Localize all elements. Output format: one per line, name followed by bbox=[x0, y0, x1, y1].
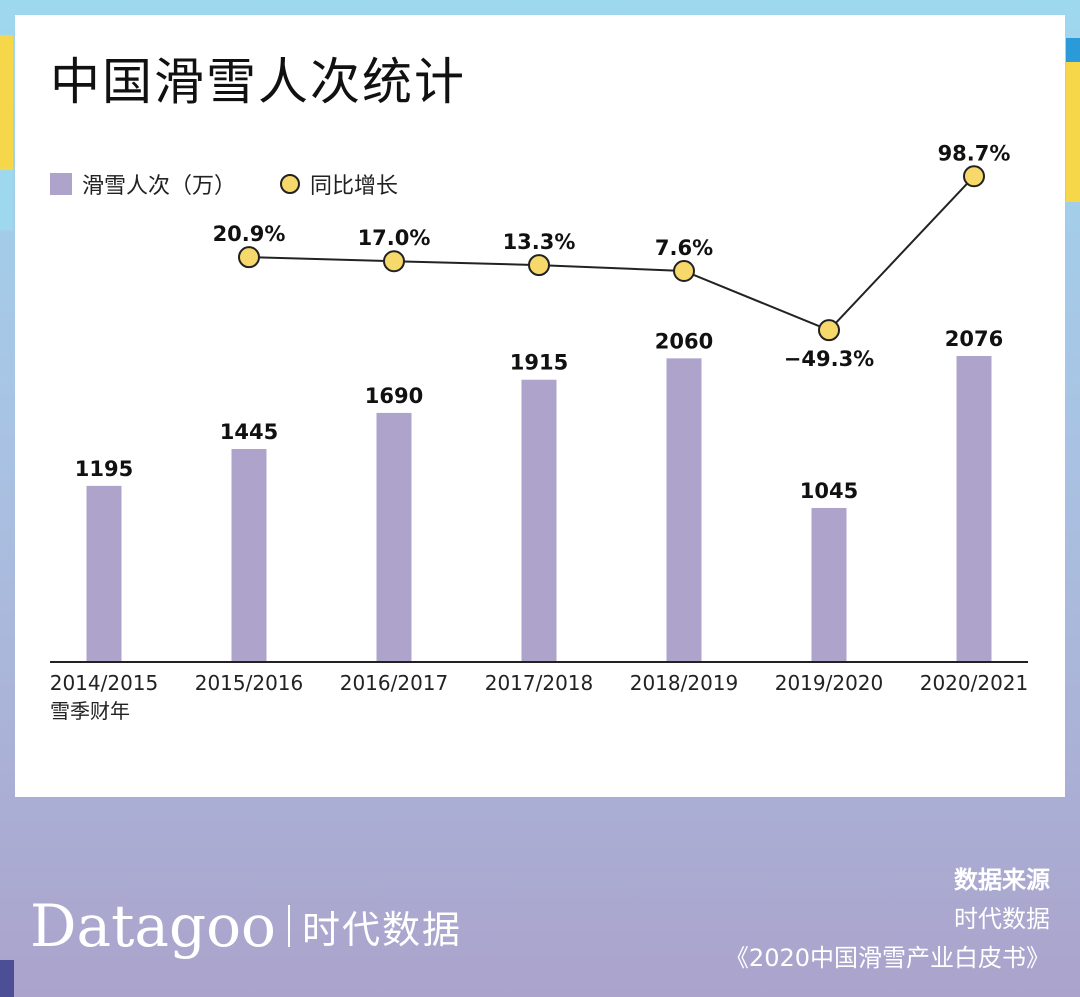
growth-point-2018/2019 bbox=[673, 260, 695, 282]
left-blue-stripe bbox=[0, 170, 13, 230]
growth-value-label: 20.9% bbox=[213, 222, 286, 246]
bar-value-label: 2060 bbox=[655, 329, 713, 353]
x-tick-label: 2014/2015 bbox=[50, 671, 159, 695]
legend-line: 同比增长 bbox=[280, 168, 398, 200]
bar-2019/2020 bbox=[811, 507, 847, 662]
growth-line bbox=[248, 175, 975, 332]
right-yellow-stripe bbox=[1066, 62, 1080, 202]
bar-value-label: 1915 bbox=[510, 351, 568, 375]
bar-2018/2019 bbox=[666, 358, 702, 662]
x-tick-label: 2018/2019 bbox=[630, 671, 739, 695]
x-tick-label: 2017/2018 bbox=[485, 671, 594, 695]
growth-value-label: 98.7% bbox=[938, 141, 1011, 165]
x-tick-label: 2016/2017 bbox=[340, 671, 449, 695]
brand-separator bbox=[287, 905, 290, 947]
bar-value-label: 1195 bbox=[75, 457, 133, 481]
bar-value-label: 1690 bbox=[365, 384, 423, 408]
growth-value-label: −49.3% bbox=[784, 347, 874, 371]
brand-name-en: Datagoo bbox=[30, 892, 276, 960]
x-tick-label: 2015/2016 bbox=[195, 671, 304, 695]
source-org: 时代数据 bbox=[954, 905, 1050, 933]
chart-svg: 1195 1445 1690 1915 2060 1045 2076 2014/2015 201… bbox=[50, 141, 1029, 723]
source-document: 《2020中国滑雪产业白皮书》 bbox=[724, 944, 1050, 972]
legend-bars-label: 滑雪人次（万） bbox=[82, 174, 237, 199]
bar-2020/2021 bbox=[956, 356, 992, 662]
bar-2014/2015 bbox=[86, 485, 122, 662]
data-source: 数据来源 时代数据 《2020中国滑雪产业白皮书》 bbox=[725, 860, 1050, 973]
bar-2015/2016 bbox=[231, 449, 267, 662]
source-label: 数据来源 bbox=[954, 866, 1050, 894]
growth-point-2019/2020 bbox=[818, 319, 840, 342]
left-yellow-stripe bbox=[0, 35, 13, 170]
chart-title: 中国滑雪人次统计 bbox=[50, 53, 466, 111]
legend-bar-swatch bbox=[50, 173, 72, 195]
x-tick-label: 2019/2020 bbox=[775, 671, 884, 695]
bar-2017/2018 bbox=[521, 379, 557, 662]
growth-point-2020/2021 bbox=[963, 165, 985, 188]
growth-value-label: 17.0% bbox=[358, 226, 431, 250]
growth-value-label: 7.6% bbox=[655, 236, 713, 260]
x-tick-label: 2020/2021 bbox=[920, 671, 1029, 695]
growth-point-2016/2017 bbox=[383, 250, 405, 273]
growth-point-2015/2016 bbox=[238, 246, 260, 269]
growth-point-2017/2018 bbox=[528, 254, 550, 277]
bar-value-label: 1445 bbox=[220, 420, 278, 444]
legend-line-label: 同比增长 bbox=[310, 174, 399, 199]
bar-value-label: 2076 bbox=[945, 327, 1003, 351]
growth-value-label: 13.3% bbox=[503, 230, 576, 254]
bar-2016/2017 bbox=[376, 412, 412, 662]
bar-value-label: 1045 bbox=[800, 479, 858, 503]
brand-name-cn: 时代数据 bbox=[301, 907, 462, 952]
legend-bars: 滑雪人次（万） bbox=[50, 168, 236, 200]
x-axis-title: 雪季财年 bbox=[50, 699, 130, 723]
right-blue-stripe bbox=[1066, 38, 1080, 62]
bottom-left-stripe bbox=[0, 960, 14, 997]
brand-logo: Datagoo 时代数据 bbox=[30, 892, 462, 960]
legend-dot-marker bbox=[280, 174, 300, 194]
